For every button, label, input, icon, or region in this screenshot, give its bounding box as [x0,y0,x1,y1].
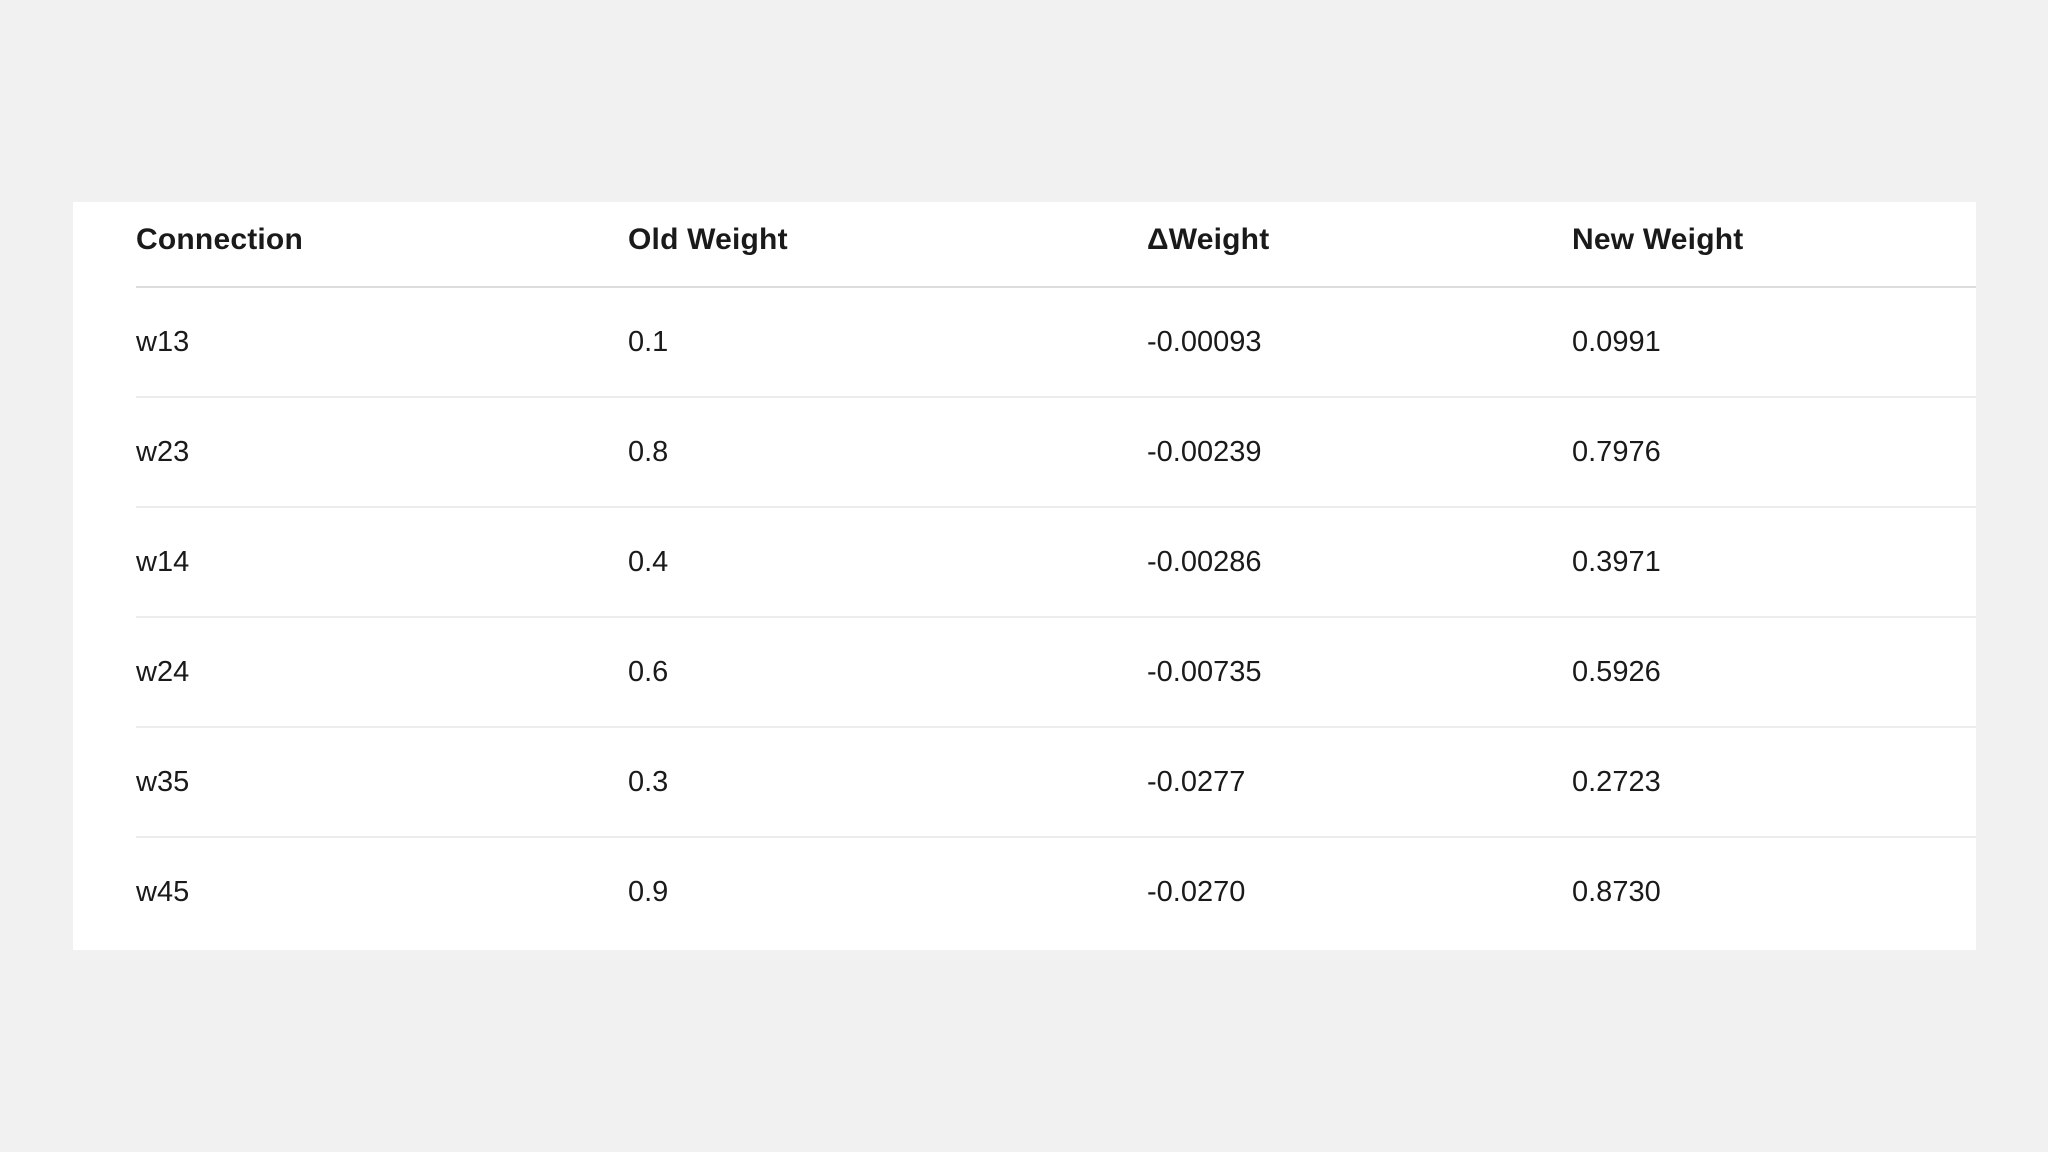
cell-connection: w13 [136,287,628,398]
cell-old-weight: 0.3 [628,727,1147,838]
cell-connection: w14 [136,507,628,618]
cell-new-weight: 0.2723 [1572,727,1976,838]
column-header-old-weight: Old Weight [628,202,1147,288]
table-row: w14 0.4 -0.00286 0.3971 [136,507,1976,618]
cell-old-weight: 0.1 [628,287,1147,398]
table-row: w35 0.3 -0.0277 0.2723 [136,727,1976,838]
cell-delta-weight: -0.00239 [1147,397,1572,508]
cell-old-weight: 0.4 [628,507,1147,618]
table-row: w13 0.1 -0.00093 0.0991 [136,287,1976,398]
cell-connection: w24 [136,617,628,728]
cell-connection: w23 [136,397,628,508]
column-header-connection: Connection [136,202,628,288]
cell-old-weight: 0.9 [628,876,669,908]
cell-new-weight: 0.7976 [1572,397,1976,508]
cell-new-weight: 0.5926 [1572,617,1976,728]
cell-delta-weight: -0.00286 [1147,507,1572,618]
cell-delta-weight: -0.00093 [1147,287,1572,398]
cell-delta-weight: -0.00735 [1147,617,1572,728]
column-header-delta-weight: ΔWeight [1147,202,1572,288]
cell-delta-weight: -0.0277 [1147,727,1572,838]
table-row: w24 0.6 -0.00735 0.5926 [136,617,1976,728]
cell-connection: w35 [136,727,628,838]
weight-update-table-card: Connection Old Weight ΔWeight New Weight… [73,202,1976,950]
cell-new-weight: 0.0991 [1572,287,1976,398]
column-header-new-weight: New Weight [1572,202,1976,288]
table-row: w23 0.8 -0.00239 0.7976 [136,397,1976,508]
weight-update-table: Connection Old Weight ΔWeight New Weight… [136,202,1976,947]
cell-old-weight: 0.8 [628,397,1147,508]
cell-new-weight: 0.3971 [1572,507,1976,618]
cell-connection: w45 [136,876,190,908]
table-header-row: Connection Old Weight ΔWeight New Weight [136,202,1976,288]
cell-new-weight: 0.8730 [1572,876,1661,908]
table-row: w45 0.9 -0.0270 0.8730 [136,837,1976,947]
cell-old-weight: 0.6 [628,617,1147,728]
cell-delta-weight: -0.0270 [1147,876,1246,908]
